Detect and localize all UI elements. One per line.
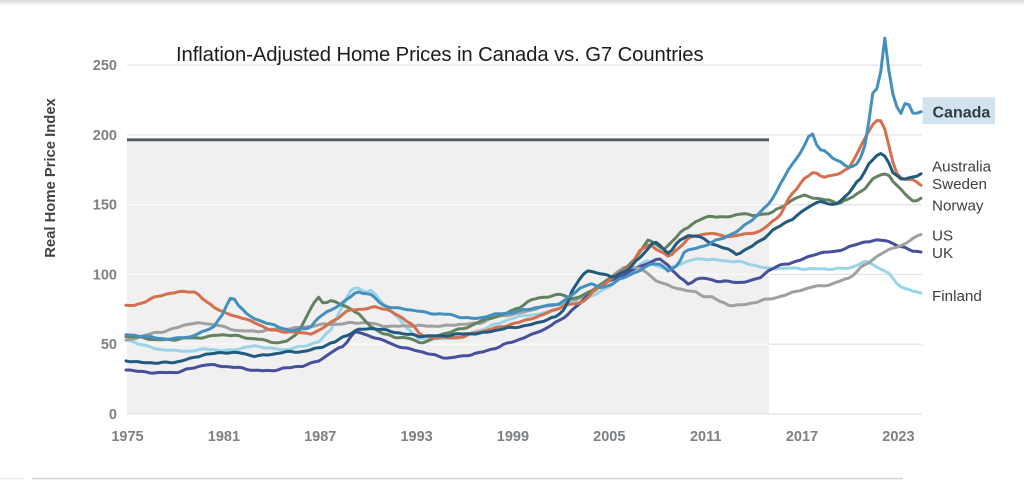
svg-text:1987: 1987 <box>304 429 336 445</box>
svg-text:UK: UK <box>932 245 953 262</box>
svg-text:Real Home Price Index: Real Home Price Index <box>43 97 59 257</box>
svg-text:Sweden: Sweden <box>932 176 987 193</box>
svg-text:1975: 1975 <box>111 429 143 445</box>
svg-text:Australia: Australia <box>932 159 992 176</box>
svg-text:Finland: Finland <box>932 288 982 305</box>
svg-text:250: 250 <box>93 58 117 74</box>
svg-text:US: US <box>932 228 953 245</box>
svg-text:Inflation-Adjusted Home Prices: Inflation-Adjusted Home Prices in Canada… <box>176 44 704 66</box>
svg-text:2005: 2005 <box>593 429 625 445</box>
svg-text:1999: 1999 <box>497 429 529 445</box>
svg-text:1993: 1993 <box>400 429 432 445</box>
svg-text:200: 200 <box>93 128 117 144</box>
svg-text:50: 50 <box>101 337 117 353</box>
svg-text:Canada: Canada <box>933 105 991 122</box>
svg-text:2023: 2023 <box>882 429 914 445</box>
svg-text:2011: 2011 <box>690 429 721 445</box>
svg-text:Norway: Norway <box>932 198 984 215</box>
svg-text:100: 100 <box>93 267 117 283</box>
svg-text:150: 150 <box>93 198 117 214</box>
svg-text:2017: 2017 <box>786 429 818 445</box>
svg-text:0: 0 <box>109 407 117 423</box>
svg-text:1981: 1981 <box>208 429 240 445</box>
